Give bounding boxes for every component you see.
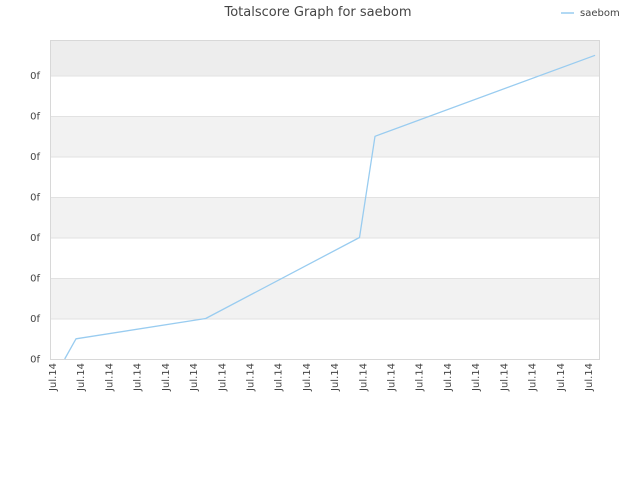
y-tick-label: 0f (30, 233, 40, 244)
y-tick-label: 0f (30, 71, 40, 82)
plot-band (50, 75, 599, 116)
x-tick-label: Jul.14 (528, 363, 539, 392)
x-tick-label: Jul.14 (189, 363, 200, 392)
x-tick-label: Jul.14 (161, 363, 172, 392)
x-tick-label: Jul.14 (48, 363, 59, 392)
x-tick-label: Jul.14 (330, 363, 341, 392)
plot-band (50, 40, 599, 76)
y-tick-label: 0f (30, 274, 40, 285)
x-tick-label: Jul.14 (415, 363, 426, 392)
plot-band (50, 278, 599, 319)
x-tick-label: Jul.14 (302, 363, 313, 392)
plot-band (50, 197, 599, 238)
x-tick-label: Jul.14 (217, 363, 228, 392)
plot-bands (50, 40, 599, 359)
chart-title: Totalscore Graph for saebom (223, 5, 411, 20)
plot-band (50, 156, 599, 197)
x-tick-label: Jul.14 (133, 363, 144, 392)
y-axis-ticks: 0f 0f 0f 0f 0f 0f 0f 0f (30, 71, 40, 366)
x-axis-ticks: Jul.14 Jul.14 Jul.14 Jul.14 Jul.14 Jul.14 Jul.… (48, 363, 595, 392)
series-layer (64, 54, 596, 360)
series-line (64, 54, 596, 360)
x-tick-label: Jul.14 (387, 363, 398, 392)
x-tick-label: Jul.14 (584, 363, 595, 392)
x-tick-label: Jul.14 (358, 363, 369, 392)
y-tick-label: 0f (30, 193, 40, 204)
y-tick-label: 0f (30, 112, 40, 123)
plot-band (50, 116, 599, 157)
legend[interactable]: saebom (561, 8, 620, 19)
x-tick-label: Jul.14 (556, 363, 567, 392)
x-tick-label: Jul.14 (274, 363, 285, 392)
x-tick-label: Jul.14 (499, 363, 510, 392)
plot-band (50, 237, 599, 278)
x-tick-label: Jul.14 (245, 363, 256, 392)
y-tick-label: 0f (30, 152, 40, 163)
y-tick-label: 0f (30, 314, 40, 325)
y-tick-label: 0f (30, 355, 40, 366)
legend-label: saebom (580, 8, 620, 19)
x-tick-label: Jul.14 (443, 363, 454, 392)
x-tick-label: Jul.14 (76, 363, 87, 392)
x-tick-label: Jul.14 (104, 363, 115, 392)
x-tick-label: Jul.14 (471, 363, 482, 392)
plot-band (50, 318, 599, 359)
plot-border (50, 40, 600, 360)
